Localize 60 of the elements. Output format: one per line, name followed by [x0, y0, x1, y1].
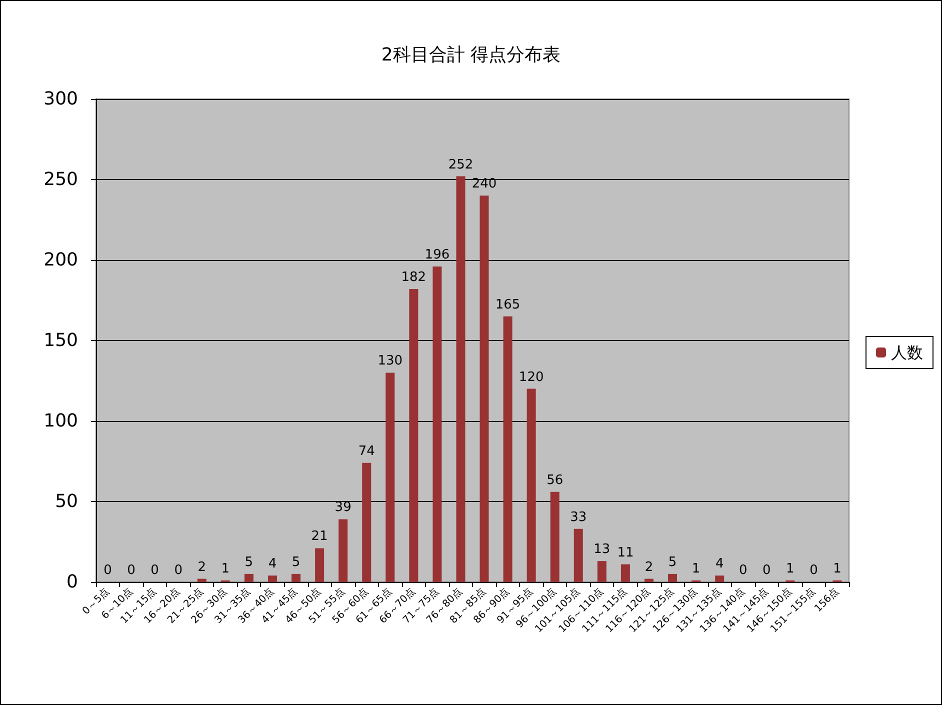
data-label: 1: [833, 561, 842, 576]
bar: [244, 574, 254, 582]
data-label: 4: [268, 556, 277, 572]
bar: [574, 528, 583, 582]
bar: [268, 576, 277, 582]
data-label: 4: [715, 556, 724, 572]
y-tick-label: 250: [44, 169, 78, 190]
bar: [315, 548, 324, 582]
bar: [386, 372, 395, 582]
data-label: 0: [810, 563, 818, 578]
data-label: 130: [378, 354, 403, 369]
bar: [456, 176, 466, 582]
bar: [644, 578, 654, 582]
data-label: 21: [311, 529, 328, 544]
data-label: 0: [127, 563, 136, 578]
data-label: 5: [292, 554, 300, 570]
bar: [668, 574, 678, 582]
data-label: 13: [594, 542, 610, 558]
bar: [197, 578, 206, 582]
data-label: 165: [495, 297, 520, 312]
data-label: 0: [150, 563, 159, 578]
bar: [362, 462, 372, 582]
bar: [550, 492, 560, 582]
data-label: 5: [244, 554, 254, 570]
y-tick-label: 100: [44, 410, 78, 432]
data-label: 5: [668, 554, 677, 570]
legend-label: 人数: [891, 343, 923, 362]
y-tick-label: 150: [44, 330, 78, 351]
data-label: 0: [738, 563, 748, 578]
data-label: 2: [644, 560, 654, 575]
bar: [715, 576, 724, 582]
bar: [409, 288, 418, 582]
bar: [526, 388, 536, 582]
y-tick-label: 300: [44, 88, 78, 110]
data-label: 120: [518, 370, 544, 385]
data-label: 252: [448, 157, 474, 172]
data-label: 1: [786, 561, 794, 576]
data-label: 33: [570, 510, 587, 525]
data-label: 56: [546, 472, 564, 488]
bar: [292, 574, 301, 582]
bar: [480, 196, 489, 582]
bar: [503, 316, 512, 582]
bar: [338, 519, 348, 582]
data-label: 182: [401, 270, 426, 285]
y-tick-label: 200: [44, 250, 78, 270]
data-label: 0: [762, 563, 771, 578]
data-label: 2: [198, 560, 206, 575]
data-label: 74: [358, 444, 375, 459]
data-label: 196: [424, 247, 450, 262]
data-label: 0: [174, 563, 182, 578]
data-label: 1: [221, 561, 230, 576]
data-label: 0: [104, 563, 112, 578]
data-label: 11: [617, 545, 634, 560]
bar: [432, 266, 442, 582]
chart-title: 2科目合計 得点分布表: [381, 44, 561, 66]
bar: [620, 564, 630, 582]
y-tick-label: 50: [55, 491, 78, 512]
data-label: 1: [692, 561, 700, 576]
bar: [597, 561, 606, 582]
y-tick-label: 0: [66, 572, 78, 592]
